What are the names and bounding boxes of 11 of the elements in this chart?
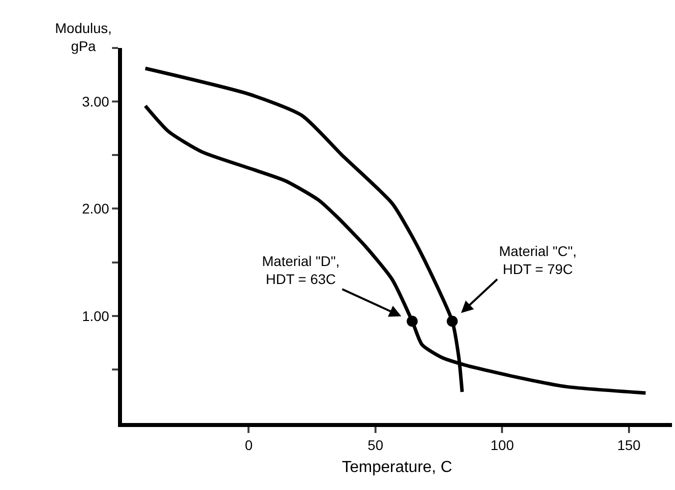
x-tick-label: 0 xyxy=(244,436,253,453)
x-tick-label: 100 xyxy=(490,436,514,453)
y-tick-label: 3.00 xyxy=(82,93,110,110)
y-axis-title: Modulus, gPa xyxy=(55,20,112,54)
y-tick-label: 1.00 xyxy=(82,308,110,324)
x-tick-label: 150 xyxy=(617,436,641,453)
x-tick-label: 50 xyxy=(368,436,384,453)
annotation: Material "D", HDT = 63C xyxy=(262,253,340,288)
x-axis-title: Temperature, C xyxy=(342,459,452,476)
y-tick-label: 2.00 xyxy=(82,200,110,217)
annotation: Material "C", HDT = 79C xyxy=(499,243,577,278)
